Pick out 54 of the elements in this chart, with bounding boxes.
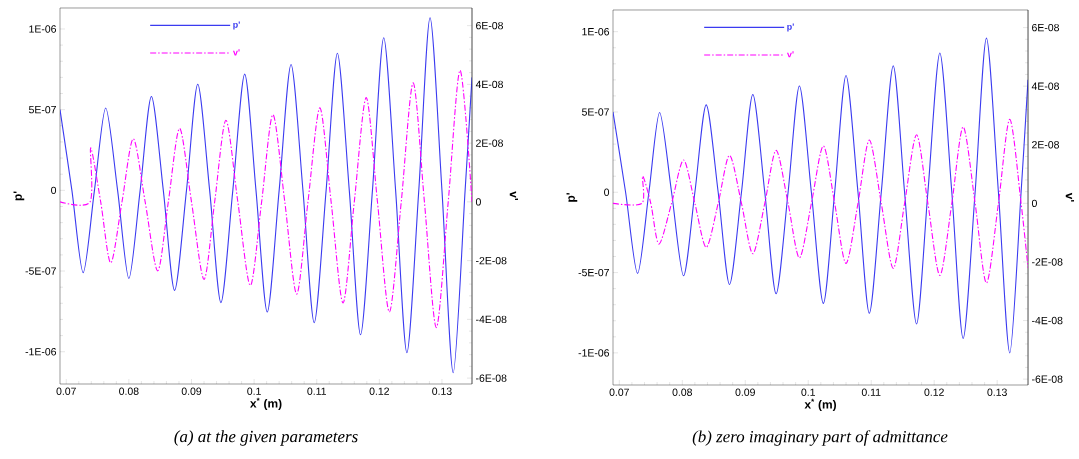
x-tick-label: 0.13: [432, 387, 452, 395]
x-tick-label: 0.07: [609, 388, 629, 396]
y-axis-title: p': [13, 191, 25, 201]
x-tick-label: 0.13: [987, 388, 1007, 396]
text: p': [233, 21, 240, 30]
x-tick-label: 0.11: [307, 387, 326, 395]
y-tick-label: 5E-07: [581, 108, 609, 116]
y2-tick-label: -6E-08: [476, 374, 507, 382]
y-tick-label: -5E-07: [578, 268, 609, 277]
x-tick-label: 0.08: [119, 387, 139, 395]
y2-tick-label: 2E-08: [1032, 141, 1059, 149]
y2-tick-label: -2E-08: [476, 256, 507, 265]
text: v': [786, 51, 794, 58]
y2-tick-label: -4E-08: [1032, 316, 1063, 325]
x-tick-label: 0.1: [247, 387, 261, 395]
y-axis-title: p': [566, 193, 578, 202]
text: (b) zero imaginary part of admittance: [692, 430, 948, 446]
y2-tick-label: 0: [475, 198, 481, 206]
text: (a) at the given parameters: [174, 430, 358, 446]
y2-tick-label: 0: [1031, 199, 1037, 208]
y2-tick-label: -4E-08: [476, 315, 507, 324]
x-tick-label: 0.08: [672, 388, 692, 396]
y2-tick-label: 4E-08: [475, 80, 503, 89]
y-tick-label: 0: [604, 188, 610, 196]
y-tick-label: 5E-07: [28, 105, 56, 114]
y-tick-label: -1E-06: [578, 349, 610, 357]
x-tick-label: 0.11: [861, 388, 881, 396]
x-tick-label: 0.09: [181, 387, 202, 395]
x-tick-label: 0.07: [56, 387, 76, 395]
y2-axis-title: v': [509, 191, 518, 201]
x-tick-label: 0.12: [369, 387, 389, 395]
y2-axis-title: v': [1065, 192, 1074, 202]
y2-tick-label: 6E-08: [476, 21, 503, 30]
text: p': [787, 23, 794, 32]
x-tick-label: 0.09: [735, 388, 755, 396]
line-series: [613, 118, 1029, 284]
line-series: [613, 37, 1029, 354]
y2-tick-label: -6E-08: [1032, 375, 1063, 383]
y-tick-label: -5E-07: [25, 267, 56, 275]
x-axis-title: x$^{*}$ (m): [804, 398, 836, 412]
x-axis-title: x$^{*}$ (m): [250, 397, 282, 411]
x-tick-label: 0.12: [924, 388, 944, 396]
y2-tick-label: -2E-08: [1032, 258, 1063, 266]
line-series: [60, 69, 473, 329]
y-tick-label: 1E-06: [582, 27, 610, 36]
y-tick-label: -1E-06: [25, 348, 57, 356]
y2-tick-label: 2E-08: [476, 139, 503, 147]
y-tick-label: 0: [51, 186, 57, 195]
y2-tick-label: 4E-08: [1031, 82, 1059, 90]
line-series: [60, 17, 473, 374]
y-tick-label: 1E-06: [29, 25, 57, 33]
y2-tick-label: 6E-08: [1032, 23, 1059, 32]
text: v': [232, 49, 240, 56]
x-tick-label: 0.1: [801, 388, 815, 396]
